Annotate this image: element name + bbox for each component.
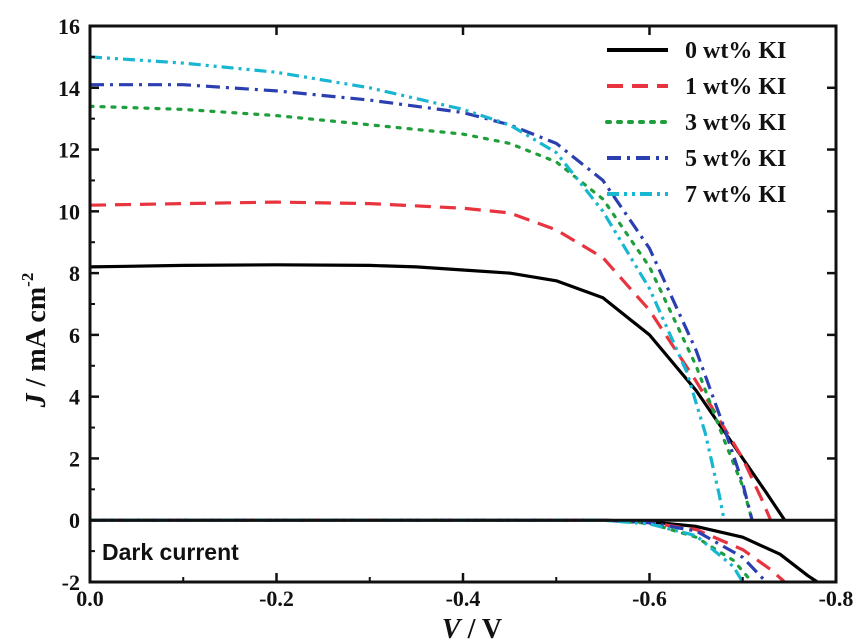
series-1-wt-ki-light-curve — [89, 200, 773, 521]
legend-label-5-wt-ki: 5 wt% KI — [685, 146, 786, 172]
x-tick-label: -0.6 — [632, 586, 667, 611]
x-axis-unit: / V — [461, 614, 503, 643]
y-tick-label: 12 — [58, 138, 80, 163]
y-tick-label: -2 — [62, 570, 80, 595]
x-tick-label: -0.8 — [819, 586, 854, 611]
y-tick-label: 8 — [69, 261, 80, 286]
series-7-wt-ki-light-curve — [89, 55, 726, 521]
y-tick-label: 10 — [58, 199, 80, 224]
legend-label-3-wt-ki: 3 wt% KI — [685, 110, 786, 136]
tick-marks — [88, 24, 838, 584]
y-tick-label: 2 — [69, 446, 80, 471]
series-3-wt-ki-light-curve — [88, 104, 754, 522]
y-axis-label: J / mA cm-2 — [18, 273, 52, 409]
tick-labels: 0.0 -0.2 -0.4 -0.6 -0.8 -2 0 2 4 6 8 10 12 14 16 — [58, 14, 853, 611]
dark-current-annotation: Dark current — [102, 539, 239, 565]
y-axis-exponent: -2 — [18, 273, 37, 287]
y-tick-label: 4 — [69, 385, 80, 410]
x-axis-var: V — [442, 614, 463, 643]
y-tick-label: 0 — [69, 508, 80, 533]
y-tick-label: 16 — [58, 14, 80, 39]
legend-label-7-wt-ki: 7 wt% KI — [685, 182, 786, 208]
x-tick-label: 0.0 — [76, 586, 104, 611]
y-axis-var: J — [21, 392, 52, 408]
x-axis-label: V / V — [442, 614, 502, 643]
x-tick-label: -0.4 — [446, 586, 481, 611]
x-tick-label: -0.2 — [259, 586, 294, 611]
series-5-wt-ki-light-curve — [90, 83, 754, 521]
legend-label-1-wt-ki: 1 wt% KI — [685, 74, 786, 100]
legend: 0 wt% KI 1 wt% KI 3 wt% KI 5 wt% KI 7 wt% KI — [605, 38, 786, 208]
y-axis-unit: / mA cm — [21, 287, 52, 394]
series-0-wt-ki-light-curve — [89, 263, 787, 522]
y-tick-label: 14 — [58, 76, 80, 101]
legend-label-0-wt-ki: 0 wt% KI — [685, 38, 786, 64]
y-tick-label: 6 — [69, 323, 80, 348]
